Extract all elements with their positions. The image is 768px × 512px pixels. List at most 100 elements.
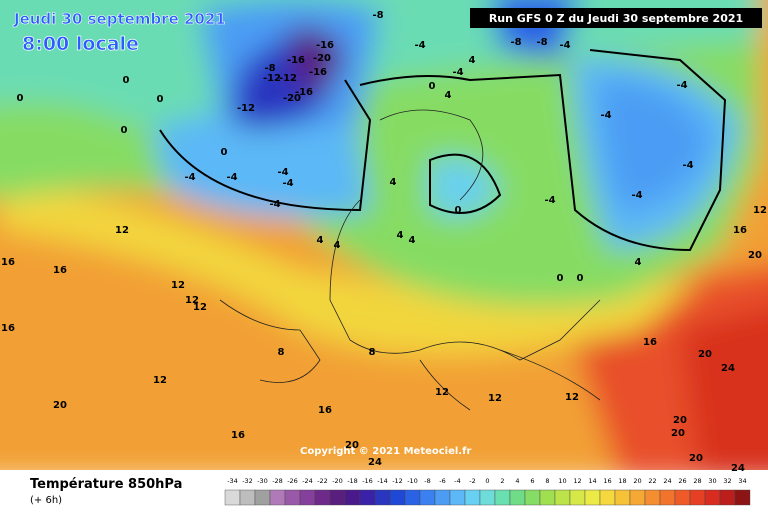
contour-label: -4 bbox=[414, 40, 425, 51]
scale-label: 4 bbox=[515, 477, 519, 485]
scale-label: -8 bbox=[424, 477, 430, 485]
contour-label: -4 bbox=[600, 110, 611, 121]
run-text: Run GFS 0 Z du Jeudi 30 septembre 2021 bbox=[489, 12, 743, 25]
contour-label: 20 bbox=[673, 415, 687, 426]
scale-label: 28 bbox=[693, 477, 701, 485]
scale-swatch bbox=[239, 489, 256, 506]
copyright: Copyright © 2021 Meteociel.fr bbox=[300, 446, 471, 457]
contour-label: 16 bbox=[231, 430, 245, 441]
contour-label: -12 bbox=[263, 73, 281, 84]
contour-label: 0 bbox=[429, 81, 436, 92]
scale-label: -16 bbox=[362, 477, 373, 485]
contour-label: 4 bbox=[390, 177, 397, 188]
contour-label: 0 bbox=[221, 147, 228, 158]
zero-contours bbox=[159, 49, 727, 252]
scale-label: 12 bbox=[573, 477, 581, 485]
scale-swatch bbox=[539, 489, 556, 506]
scale-label: 14 bbox=[588, 477, 596, 485]
contour-label: -8 bbox=[510, 37, 521, 48]
scale-label: -34 bbox=[227, 477, 238, 485]
scale-swatch bbox=[659, 489, 676, 506]
contour-label: -12 bbox=[279, 73, 297, 84]
contour-label: 0 bbox=[17, 93, 24, 104]
contour-label: 12 bbox=[565, 392, 579, 403]
scale-swatch bbox=[419, 489, 436, 506]
scale-swatch bbox=[644, 489, 661, 506]
contour-label: 4 bbox=[469, 55, 476, 66]
contour-label: 4 bbox=[409, 235, 416, 246]
scale-swatch bbox=[359, 489, 376, 506]
scale-label: -24 bbox=[302, 477, 313, 485]
contour-label: -4 bbox=[559, 40, 570, 51]
scale-label: 34 bbox=[738, 477, 746, 485]
scale-swatch bbox=[434, 489, 451, 506]
contour-label: 20 bbox=[698, 349, 712, 360]
contour-label: -4 bbox=[226, 172, 237, 183]
scale-swatch bbox=[569, 489, 586, 506]
scale-label: -6 bbox=[439, 477, 445, 485]
contour-label: 12 bbox=[435, 387, 449, 398]
scale-label: 6 bbox=[530, 477, 534, 485]
contour-label: 16 bbox=[1, 323, 15, 334]
run-box bbox=[470, 8, 762, 28]
contour-label: 20 bbox=[671, 428, 685, 439]
contour-label: 8 bbox=[369, 347, 376, 358]
scale-label: 0 bbox=[485, 477, 489, 485]
scale-label: -10 bbox=[407, 477, 418, 485]
temperature-field bbox=[0, 0, 768, 480]
scale-swatch bbox=[674, 489, 691, 506]
contour-label: 12 bbox=[193, 302, 207, 313]
scale-swatch bbox=[314, 489, 331, 506]
contour-label: -20 bbox=[313, 53, 331, 64]
contour-label: -4 bbox=[277, 167, 288, 178]
contour-label: -20 bbox=[283, 93, 301, 104]
scale-label: -28 bbox=[272, 477, 283, 485]
contour-label: -12 bbox=[237, 103, 255, 114]
scale-label: 30 bbox=[708, 477, 716, 485]
contour-label: 4 bbox=[397, 230, 404, 241]
scale-label: 32 bbox=[723, 477, 731, 485]
scale-label: 18 bbox=[618, 477, 626, 485]
scale-swatch bbox=[479, 489, 496, 506]
contour-label: -16 bbox=[316, 40, 334, 51]
scale-label: 24 bbox=[663, 477, 671, 485]
contour-label: 12 bbox=[171, 280, 185, 291]
scale-swatch bbox=[689, 489, 706, 506]
contour-label: 20 bbox=[345, 440, 359, 451]
scale-swatch bbox=[509, 489, 526, 506]
scale-label: 20 bbox=[633, 477, 641, 485]
contour-label: -16 bbox=[287, 55, 305, 66]
scale-label: 10 bbox=[558, 477, 566, 485]
contour-label: -4 bbox=[282, 178, 293, 189]
contour-label: 4 bbox=[635, 257, 642, 268]
scale-swatch bbox=[584, 489, 601, 506]
contour-label: 16 bbox=[318, 405, 332, 416]
contour-label: -8 bbox=[264, 63, 275, 74]
contour-label: 12 bbox=[115, 225, 129, 236]
scale-label: -12 bbox=[392, 477, 403, 485]
scale-label: 16 bbox=[603, 477, 611, 485]
contour-label: 0 bbox=[123, 75, 130, 86]
scale-swatch bbox=[224, 489, 241, 506]
footer-offset: (+ 6h) bbox=[30, 495, 62, 506]
scale-label: 8 bbox=[545, 477, 549, 485]
contour-label: 4 bbox=[317, 235, 324, 246]
contour-label: 0 bbox=[157, 94, 164, 105]
contour-label: -16 bbox=[309, 67, 327, 78]
contour-label: 0 bbox=[455, 205, 462, 216]
contour-label: 0 bbox=[121, 125, 128, 136]
contour-label: -16 bbox=[295, 87, 313, 98]
time: 8:00 locale bbox=[22, 33, 139, 55]
contour-label: 12 bbox=[185, 295, 199, 306]
contour-label: -4 bbox=[682, 160, 693, 171]
contour-label: 24 bbox=[721, 363, 735, 374]
contour-label: 24 bbox=[731, 463, 745, 474]
contour-label: 16 bbox=[643, 337, 657, 348]
scale-label: -4 bbox=[454, 477, 460, 485]
scale-label: -18 bbox=[347, 477, 358, 485]
contour-label: 12 bbox=[488, 393, 502, 404]
contour-label: 0 bbox=[557, 273, 564, 284]
scale-label: -14 bbox=[377, 477, 388, 485]
